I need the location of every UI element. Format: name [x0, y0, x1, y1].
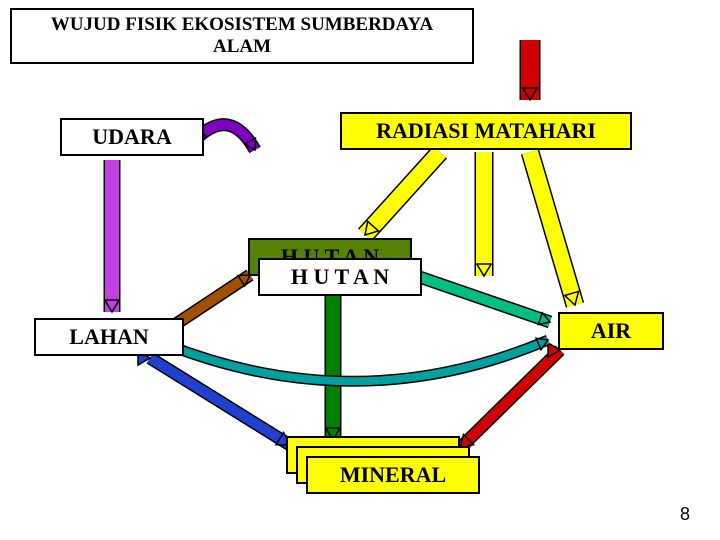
arrow	[168, 338, 548, 381]
arrow	[477, 152, 491, 276]
node-hutan: H U T A N	[258, 258, 422, 296]
node-udara: UDARA	[60, 118, 204, 156]
arrow	[105, 160, 119, 312]
arrow	[523, 40, 537, 100]
arrow	[326, 295, 340, 440]
node-lahan: LAHAN	[34, 318, 184, 356]
page-number: 8	[680, 504, 690, 525]
node-air: AIR	[558, 312, 664, 350]
node-min3: MINERAL	[306, 456, 480, 494]
arrow	[195, 125, 255, 150]
arrow	[365, 152, 440, 235]
node-radiasi: RADIASI MATAHARI	[340, 112, 632, 150]
title-box: WUJUD FISIK EKOSISTEM SUMBERDAYA ALAM	[10, 8, 474, 64]
arrow	[530, 152, 579, 305]
